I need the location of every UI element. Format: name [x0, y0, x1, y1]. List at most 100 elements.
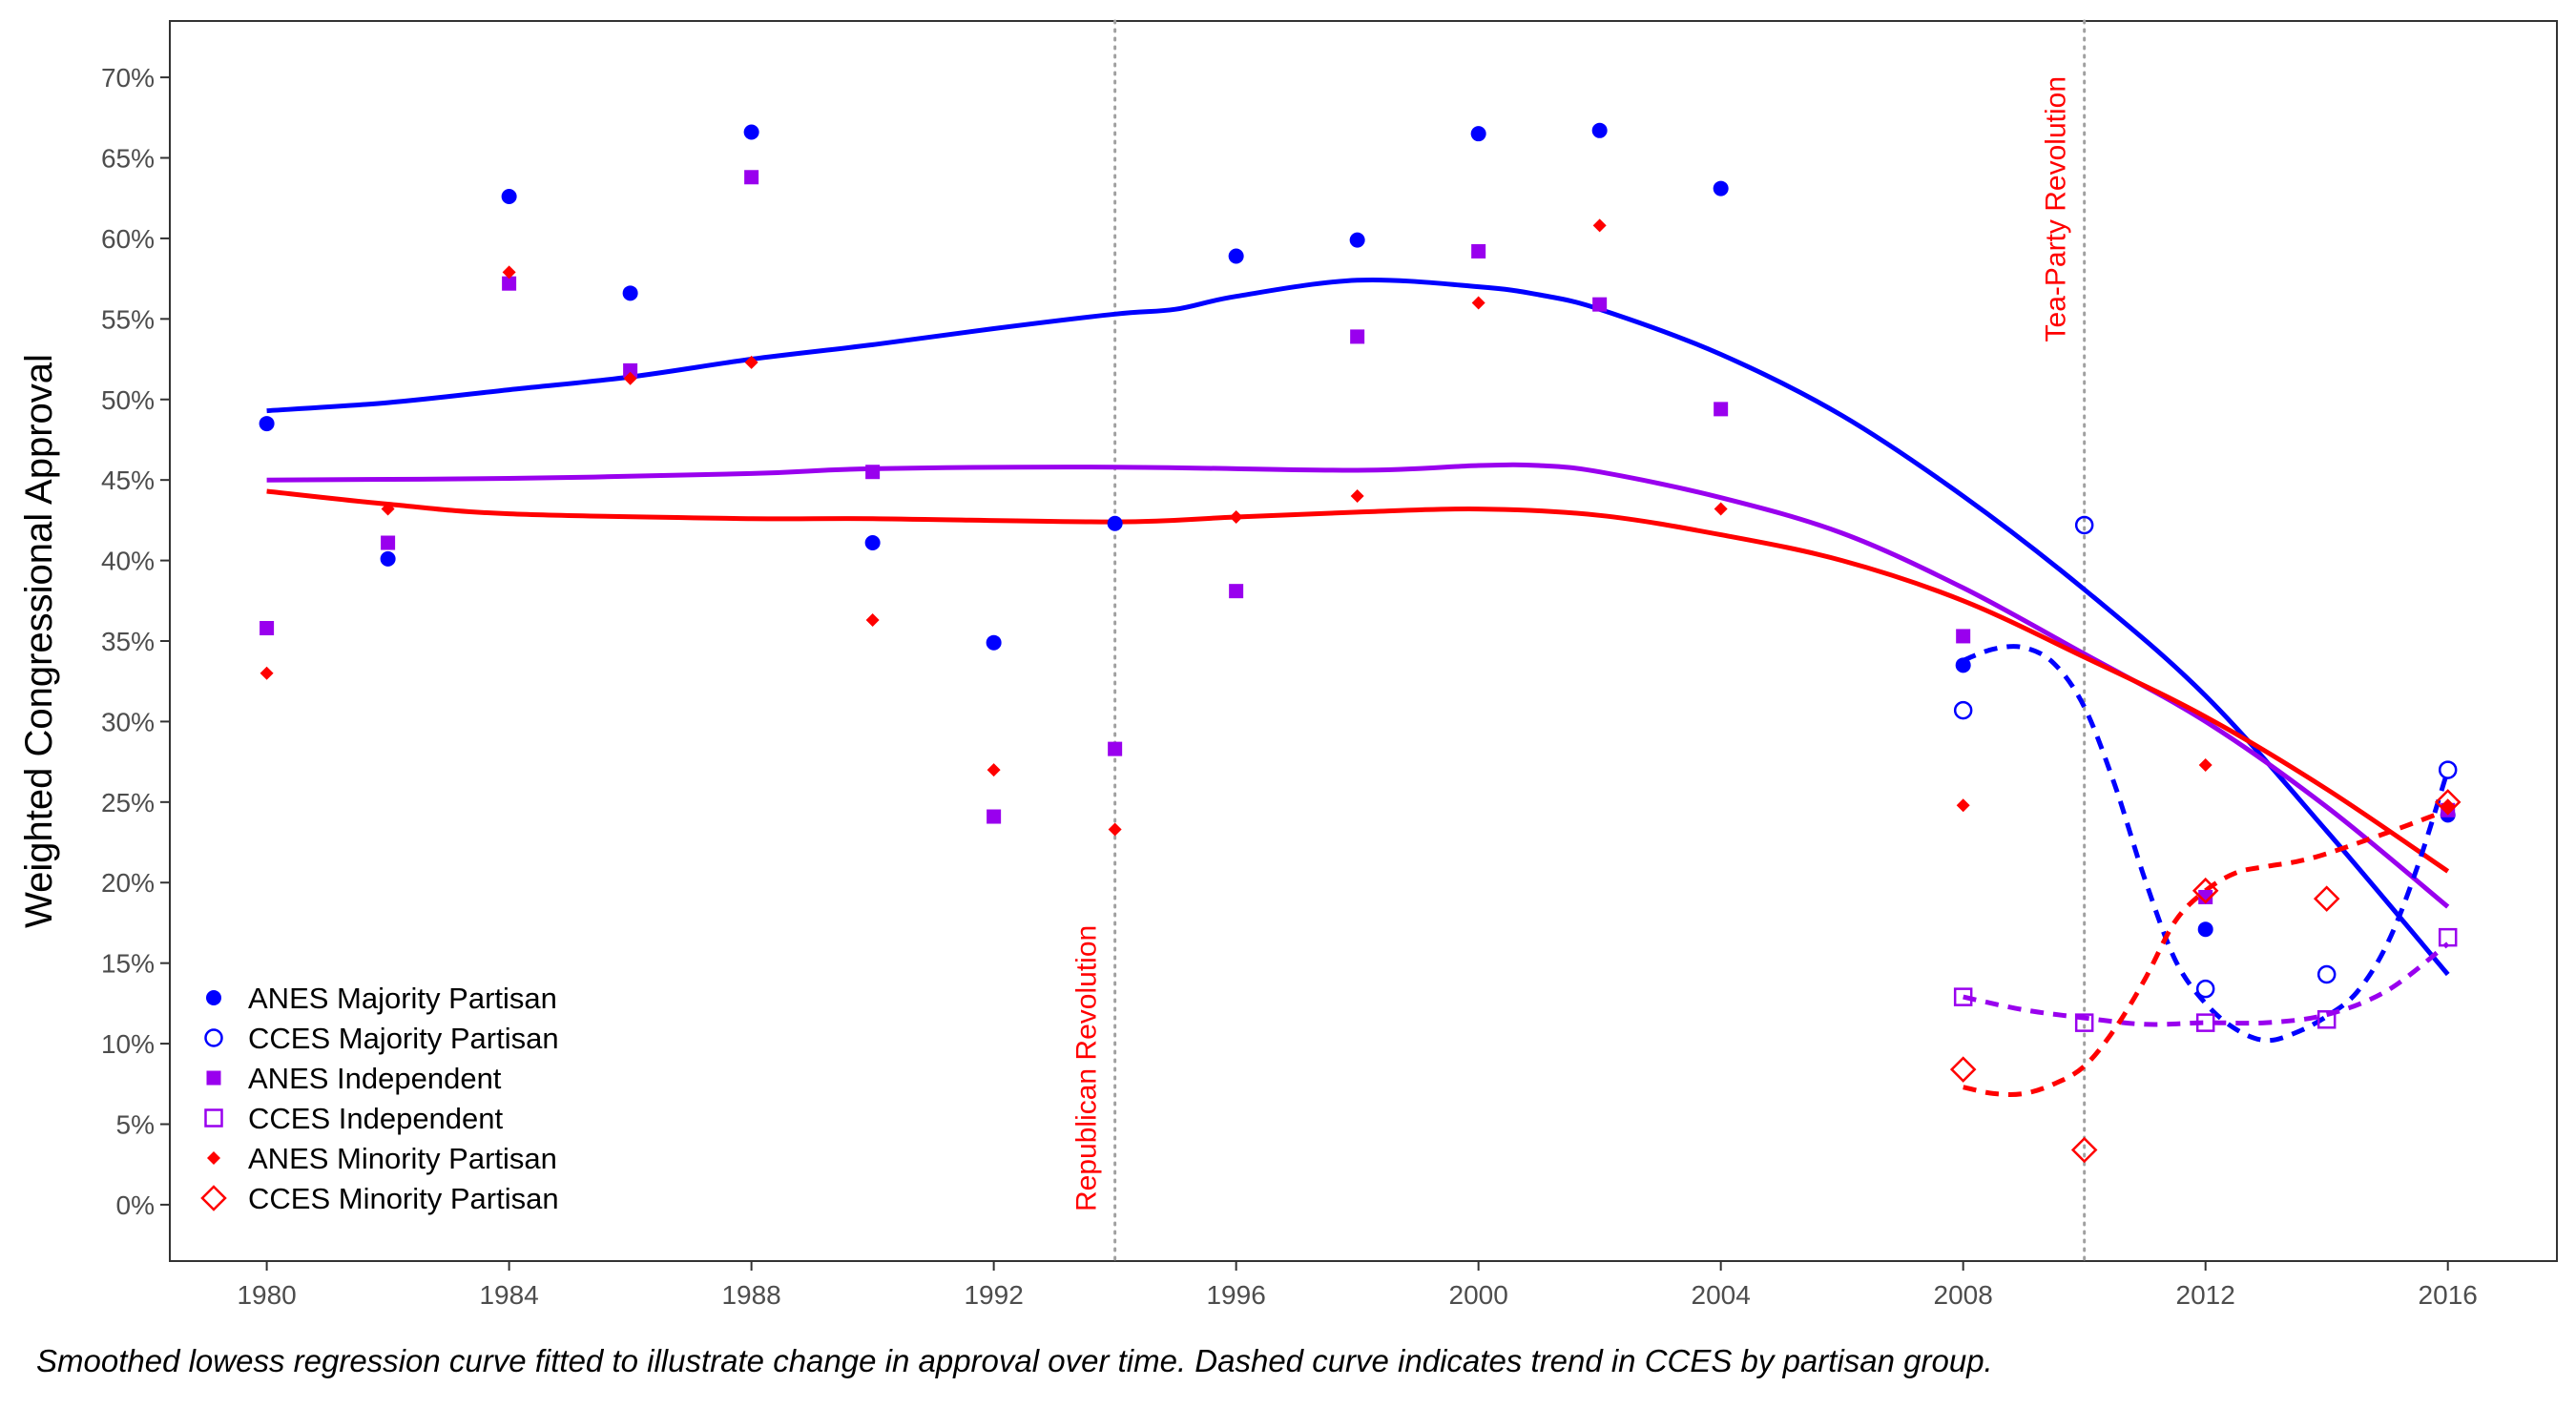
y-tick-label: 70%: [101, 63, 155, 93]
cces-majority-partisan-point: [2074, 515, 2094, 535]
legend-item: CCES Independent: [204, 1102, 504, 1135]
anes-minority-partisan-point: [1108, 822, 1122, 837]
y-tick-label: 50%: [101, 385, 155, 415]
y-tick-label: 35%: [101, 627, 155, 656]
anes-minority-partisan-point: [381, 502, 395, 516]
anes-minority-partisan-point: [1714, 502, 1728, 516]
y-axis-label: Weighted Congressional Approval: [18, 354, 60, 928]
trend-lines: [266, 278, 2451, 1097]
anes-majority-partisan-point: [1107, 515, 1123, 531]
anes-majority-partisan-point: [1713, 180, 1729, 197]
annotation-label: Republican Revolution: [1071, 925, 1103, 1211]
cces-independent-point: [2438, 927, 2458, 947]
y-tick-label: 20%: [101, 868, 155, 898]
x-tick-label: 1988: [721, 1280, 780, 1310]
legend-label: ANES Majority Partisan: [248, 982, 557, 1015]
y-tick-label: 15%: [101, 949, 155, 979]
x-tick-label: 1996: [1206, 1280, 1265, 1310]
legend-marker: [206, 990, 221, 1005]
legend-marker: [200, 1185, 227, 1211]
cces-majority-partisan-point: [2438, 760, 2458, 779]
figure-caption: Smoothed lowess regression curve fitted …: [36, 1343, 1993, 1378]
anes-majority-partisan-point: [2197, 921, 2213, 938]
anes-independent-point: [1350, 329, 1365, 344]
y-tick-label: 40%: [101, 547, 155, 576]
x-tick-label: 1984: [479, 1280, 538, 1310]
anes-majority-partisan-point: [1470, 126, 1486, 142]
anes-minority-partisan-point: [1592, 218, 1607, 233]
anes-minority-partisan-point: [1956, 798, 1970, 813]
cces-minority-partisan-point: [1949, 1056, 1977, 1083]
cces-independent-point: [2074, 1013, 2094, 1032]
anes-majority-partisan-point: [380, 550, 396, 567]
cces-independent-point: [1953, 987, 1973, 1006]
cces-majority-partisan-point: [1953, 700, 1973, 720]
x-tick-label: 2016: [2419, 1280, 2478, 1310]
anes-majority-partisan-point: [622, 285, 638, 301]
legend-label: CCES Majority Partisan: [248, 1022, 559, 1055]
anes-majority-partisan-point: [1591, 122, 1608, 138]
plot-panel: [169, 20, 2558, 1262]
cces-minority-partisan-point: [2313, 885, 2340, 912]
anes-independent-point: [744, 170, 759, 185]
y-tick-label: 45%: [101, 466, 155, 495]
anes-independent-point: [1108, 741, 1123, 756]
chart: 0% 5% 10% 15% 20% 25% 30% 35% 40% 45% 50% 55% 60% 65%…: [18, 19, 2558, 1310]
annotation-label: Tea-Party Revolution: [2041, 76, 2072, 341]
anes-minority-partisan-point: [260, 666, 274, 680]
legend-item: ANES Majority Partisan: [206, 982, 557, 1015]
anes-majority-partisan-point: [1228, 248, 1244, 264]
legend-marker: [206, 1070, 221, 1086]
legend-item: CCES Minority Partisan: [200, 1182, 559, 1215]
cces-majority-partisan-point: [2195, 979, 2215, 999]
annotations: Republican Revolution Tea-Party Revolutio…: [1071, 76, 2072, 1211]
annotation-lines: [1113, 19, 2087, 1263]
anes-majority-partisan-point: [1349, 232, 1365, 248]
legend-item: ANES Independent: [206, 1062, 502, 1095]
legend-marker: [207, 1151, 220, 1165]
anes-minority-partisan-point: [744, 355, 758, 369]
cces-independent-point: [2316, 1010, 2337, 1029]
data-points: [259, 122, 2462, 1164]
cces-majority-partisan-point: [2316, 964, 2337, 984]
anes-majority-partisan-point: [1955, 657, 1971, 673]
y-tick-label: 10%: [101, 1029, 155, 1059]
anes-minority-partisan-point: [987, 763, 1001, 777]
anes-minority-partisan-point: [1350, 489, 1364, 504]
y-tick-label: 30%: [101, 707, 155, 736]
legend: ANES Majority Partisan CCES Majority Part…: [200, 982, 559, 1215]
anes-minority-partisan-point: [2198, 758, 2212, 772]
y-tick-label: 55%: [101, 304, 155, 334]
anes-independent-point: [1956, 629, 1971, 644]
anes-minority-partisan-point: [502, 265, 516, 279]
legend-marker: [204, 1028, 223, 1047]
anes-independent-point: [2198, 889, 2213, 904]
legend-item: CCES Majority Partisan: [204, 1022, 559, 1055]
solid-trend-line: [266, 278, 2450, 977]
solid-trend-line: [266, 488, 2450, 874]
anes-majority-partisan-point: [501, 189, 517, 205]
anes-independent-point: [1471, 243, 1486, 259]
cces-minority-partisan-point: [2192, 877, 2219, 904]
axes: 0% 5% 10% 15% 20% 25% 30% 35% 40% 45% 50% 55% 60% 65%…: [101, 63, 2478, 1310]
anes-majority-partisan-point: [986, 634, 1002, 651]
x-tick-label: 2012: [2176, 1280, 2235, 1310]
legend-label: CCES Minority Partisan: [248, 1182, 559, 1215]
anes-independent-point: [987, 809, 1002, 824]
dashed-trend-line: [1962, 644, 2451, 1044]
anes-majority-partisan-point: [259, 416, 275, 432]
anes-independent-point: [502, 276, 517, 291]
anes-minority-partisan-point: [623, 371, 637, 385]
anes-minority-partisan-point: [1471, 296, 1485, 310]
y-tick-label: 60%: [101, 224, 155, 254]
anes-majority-partisan-point: [743, 124, 759, 140]
dashed-trend-line: [1963, 807, 2449, 1097]
x-tick-label: 2008: [1934, 1280, 1993, 1310]
cces-minority-partisan-point: [2070, 1136, 2098, 1164]
y-tick-label: 65%: [101, 144, 155, 174]
anes-independent-point: [1592, 297, 1608, 312]
anes-independent-point: [1229, 584, 1244, 599]
legend-item: ANES Minority Partisan: [207, 1142, 557, 1175]
x-tick-label: 1992: [964, 1280, 1023, 1310]
anes-independent-point: [865, 465, 881, 480]
